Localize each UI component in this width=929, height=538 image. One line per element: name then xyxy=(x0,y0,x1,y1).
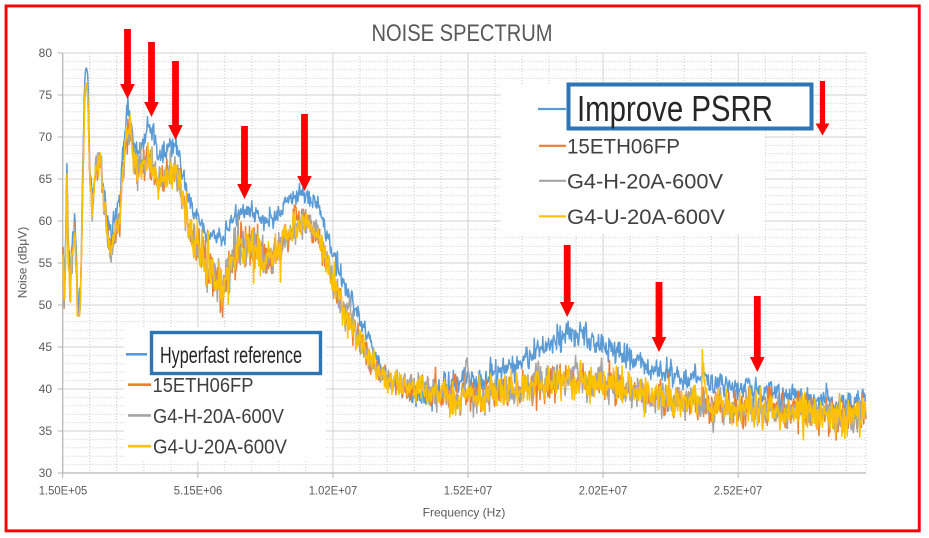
svg-text:80: 80 xyxy=(39,46,53,60)
svg-text:60: 60 xyxy=(39,214,53,228)
svg-text:15ETH06FP: 15ETH06FP xyxy=(567,135,680,158)
svg-text:15ETH06FP: 15ETH06FP xyxy=(153,375,254,397)
svg-text:G4-H-20A-600V: G4-H-20A-600V xyxy=(567,171,723,194)
svg-text:Hyperfast reference: Hyperfast reference xyxy=(160,342,302,368)
svg-text:1.50E+05: 1.50E+05 xyxy=(39,485,88,497)
svg-text:75: 75 xyxy=(39,88,53,102)
svg-text:Improve PSRR: Improve PSRR xyxy=(577,88,773,129)
svg-text:45: 45 xyxy=(39,340,53,354)
svg-text:2.02E+07: 2.02E+07 xyxy=(579,485,628,497)
svg-text:G4-U-20A-600V: G4-U-20A-600V xyxy=(153,437,288,459)
svg-text:5.15E+06: 5.15E+06 xyxy=(174,485,223,497)
svg-text:2.52E+07: 2.52E+07 xyxy=(714,485,763,497)
svg-text:50: 50 xyxy=(39,298,53,312)
svg-text:Frequency (Hz): Frequency (Hz) xyxy=(423,506,506,520)
svg-text:40: 40 xyxy=(39,382,53,396)
svg-text:G4-U-20A-600V: G4-U-20A-600V xyxy=(567,206,725,229)
svg-text:1.02E+07: 1.02E+07 xyxy=(309,485,358,497)
svg-text:35: 35 xyxy=(39,424,53,438)
svg-text:1.52E+07: 1.52E+07 xyxy=(444,485,493,497)
svg-text:70: 70 xyxy=(39,130,53,144)
svg-text:55: 55 xyxy=(39,256,53,270)
svg-text:Noise (dBμV): Noise (dBμV) xyxy=(16,227,30,299)
svg-text:G4-H-20A-600V: G4-H-20A-600V xyxy=(153,406,285,428)
svg-text:65: 65 xyxy=(39,172,53,186)
svg-text:NOISE SPECTRUM: NOISE SPECTRUM xyxy=(372,20,553,47)
svg-text:30: 30 xyxy=(39,466,53,480)
